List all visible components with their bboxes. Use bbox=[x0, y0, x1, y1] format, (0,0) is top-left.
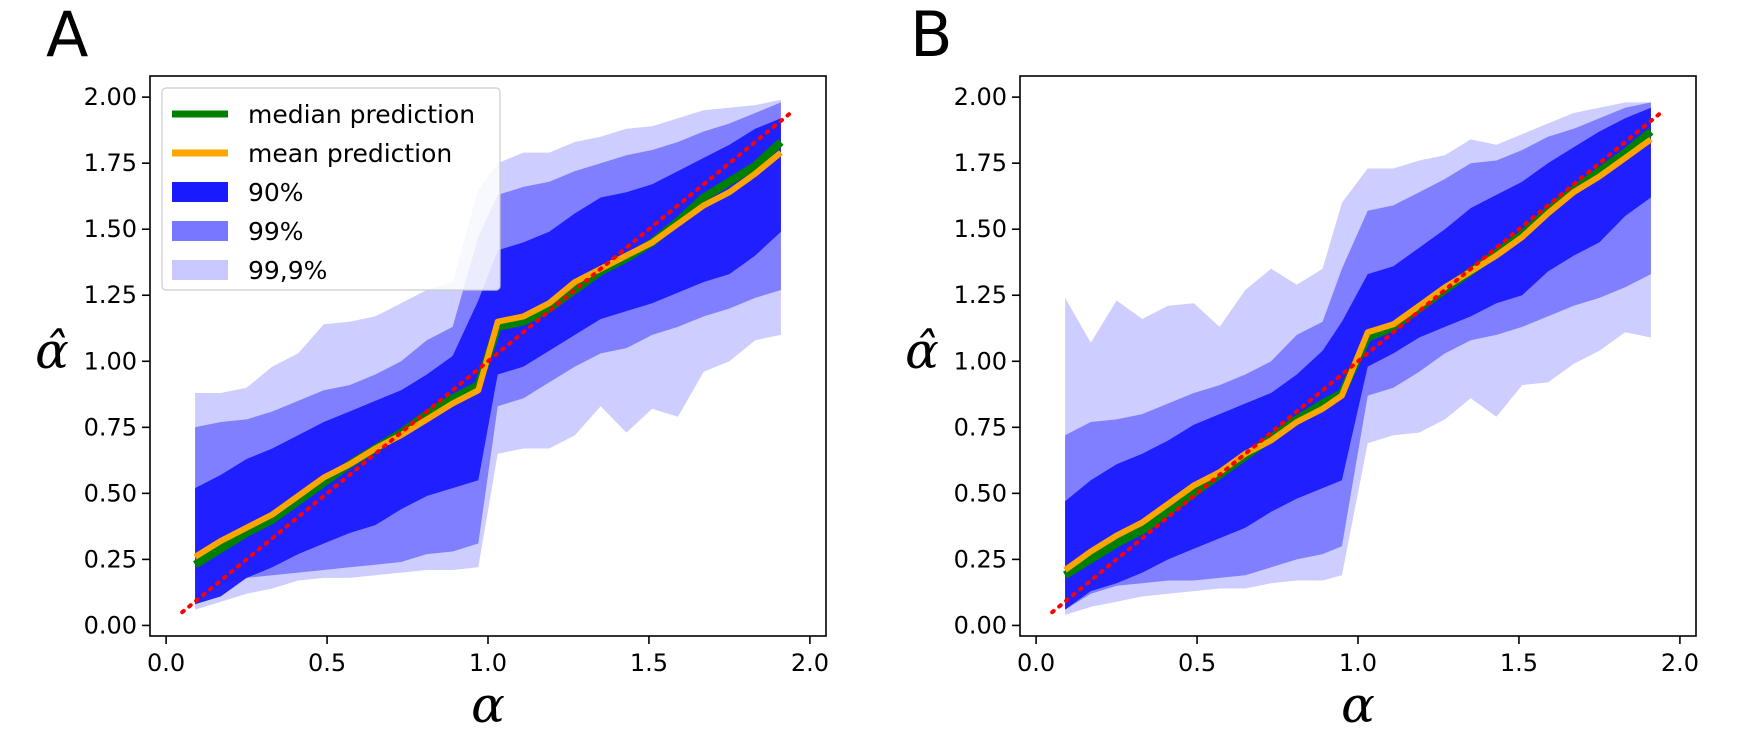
panel-label: B bbox=[910, 0, 953, 71]
x-tick-label: 0.5 bbox=[308, 649, 346, 677]
x-tick-label: 0.0 bbox=[1017, 649, 1055, 677]
y-axis-label: α̂ bbox=[905, 322, 939, 380]
y-tick-label: 1.75 bbox=[954, 149, 1007, 177]
y-tick-label: 1.25 bbox=[84, 281, 137, 309]
legend-item: 99,9% bbox=[172, 256, 327, 285]
y-tick-label: 0.00 bbox=[84, 611, 137, 639]
plot-area bbox=[180, 99, 796, 615]
legend-swatch bbox=[172, 182, 228, 202]
legend-item: mean prediction bbox=[172, 139, 452, 168]
x-axis-label: α bbox=[471, 676, 505, 734]
legend-swatch bbox=[172, 221, 228, 241]
identity-diagonal-line bbox=[1050, 108, 1666, 615]
x-tick-label: 0.5 bbox=[1178, 649, 1216, 677]
x-tick-label: 0.0 bbox=[147, 649, 185, 677]
y-tick-label: 1.00 bbox=[954, 347, 1007, 375]
y-tick-label: 1.75 bbox=[84, 149, 137, 177]
legend-label: 90% bbox=[248, 178, 304, 207]
y-tick-label: 1.50 bbox=[954, 215, 1007, 243]
y-tick-label: 0.25 bbox=[954, 545, 1007, 573]
legend-item: 90% bbox=[172, 178, 304, 207]
panel-a: A 0.0 0.5 1.0 1.5 2.0 0.00 0.25 0.50 0.75 1.00 1.25… bbox=[35, 0, 829, 734]
legend-label: 99% bbox=[248, 217, 304, 246]
legend-item: median prediction bbox=[172, 100, 475, 129]
y-tick-label: 0.50 bbox=[954, 479, 1007, 507]
y-tick-label: 1.00 bbox=[84, 347, 137, 375]
x-tick-label: 2.0 bbox=[791, 649, 829, 677]
mean-prediction-line bbox=[1063, 136, 1653, 573]
mean-prediction-line bbox=[193, 150, 783, 560]
x-tick-label: 1.5 bbox=[630, 649, 668, 677]
legend-swatch bbox=[172, 260, 228, 280]
x-axis-label: α bbox=[1341, 676, 1375, 734]
panel-b: B 0.0 0.5 1.0 1.5 2.0 0.00 0.25 0.50 0.75 1.00 1.25… bbox=[905, 0, 1699, 734]
legend-label: 99,9% bbox=[248, 256, 327, 285]
legend-box bbox=[161, 87, 501, 291]
y-tick-label: 1.25 bbox=[954, 281, 1007, 309]
plot-area bbox=[1050, 102, 1666, 615]
legend-item: 99% bbox=[172, 217, 304, 246]
legend-label: mean prediction bbox=[248, 139, 452, 168]
y-axis-label: α̂ bbox=[35, 322, 69, 380]
y-tick-label: 0.50 bbox=[84, 479, 137, 507]
x-tick-label: 1.0 bbox=[469, 649, 507, 677]
y-tick-label: 0.75 bbox=[84, 413, 137, 441]
y-tick-label: 0.00 bbox=[954, 611, 1007, 639]
legend: median prediction mean prediction 90% 99% 99… bbox=[161, 87, 501, 291]
y-tick-label: 2.00 bbox=[954, 83, 1007, 111]
x-tick-label: 1.5 bbox=[1500, 649, 1538, 677]
x-tick-label: 2.0 bbox=[1661, 649, 1699, 677]
y-tick-label: 1.50 bbox=[84, 215, 137, 243]
y-tick-label: 2.00 bbox=[84, 83, 137, 111]
identity-diagonal-line bbox=[180, 108, 796, 615]
x-tick-label: 1.0 bbox=[1339, 649, 1377, 677]
y-tick-label: 0.75 bbox=[954, 413, 1007, 441]
y-tick-label: 0.25 bbox=[84, 545, 137, 573]
legend-label: median prediction bbox=[248, 100, 475, 129]
panel-label: A bbox=[46, 0, 88, 71]
